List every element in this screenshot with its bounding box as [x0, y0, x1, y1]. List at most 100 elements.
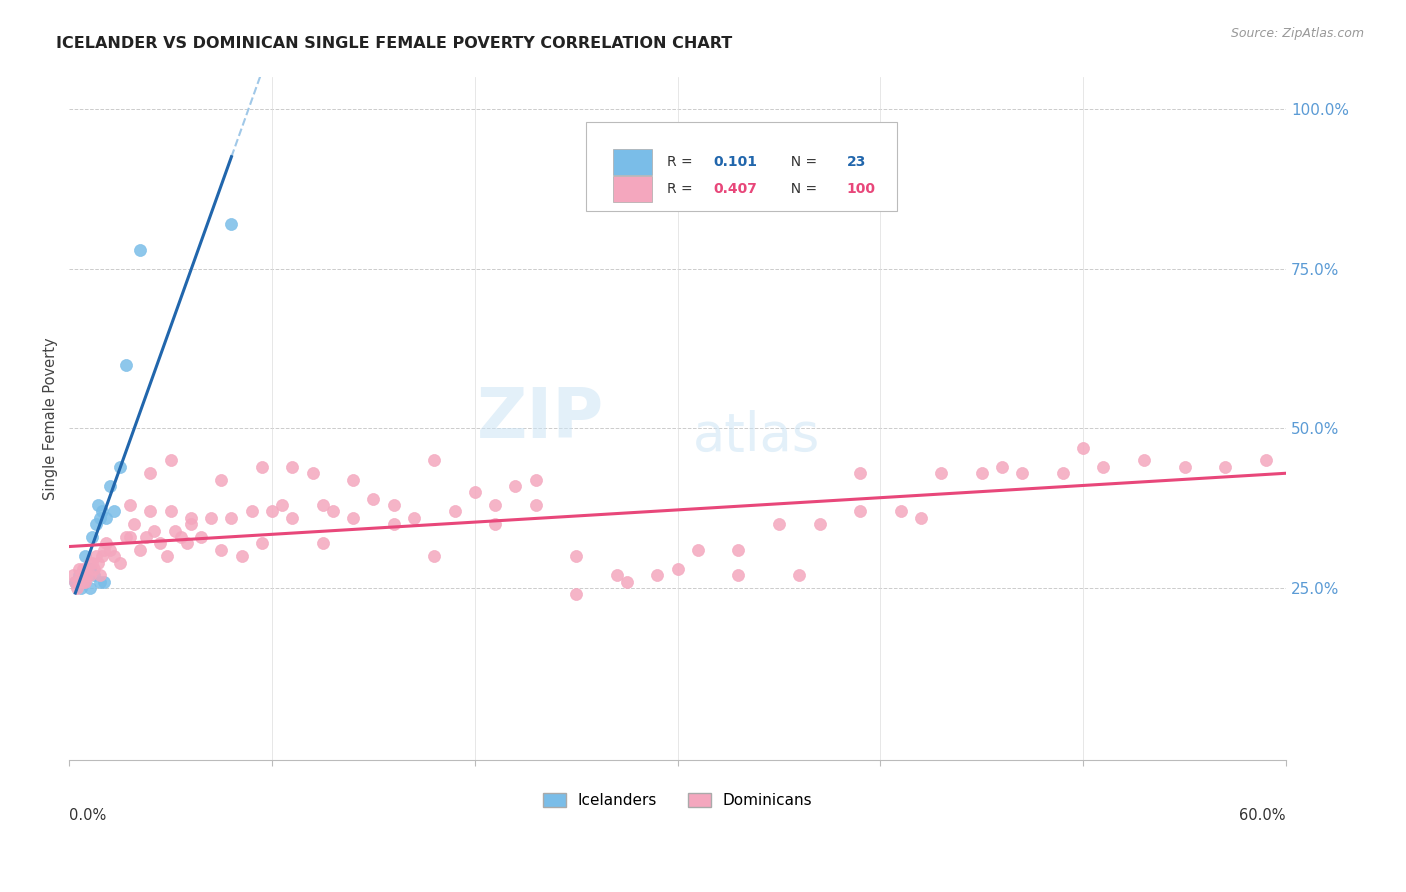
Point — [464, 485, 486, 500]
Point — [910, 511, 932, 525]
Point — [76, 568, 98, 582]
Point — [484, 517, 506, 532]
Point — [281, 459, 304, 474]
Point — [250, 536, 273, 550]
Point — [484, 498, 506, 512]
Text: Source: ZipAtlas.com: Source: ZipAtlas.com — [1230, 27, 1364, 40]
Point — [143, 524, 166, 538]
Point — [1071, 441, 1094, 455]
Point — [209, 542, 232, 557]
Point — [505, 479, 527, 493]
Point — [89, 568, 111, 582]
Point — [890, 504, 912, 518]
Text: 60.0%: 60.0% — [1240, 808, 1286, 823]
Point — [1174, 459, 1197, 474]
Point — [149, 536, 172, 550]
Point — [79, 556, 101, 570]
Point — [62, 568, 84, 582]
Point — [93, 542, 115, 557]
Point — [65, 574, 87, 589]
Text: ZIP: ZIP — [478, 385, 605, 452]
Point — [727, 568, 749, 582]
Point — [849, 466, 872, 480]
Point — [70, 568, 93, 582]
Point — [221, 217, 243, 231]
Point — [66, 581, 89, 595]
Point — [1052, 466, 1074, 480]
Point — [200, 511, 222, 525]
Point — [72, 574, 94, 589]
Point — [240, 504, 263, 518]
Point — [301, 466, 323, 480]
Point — [94, 511, 117, 525]
Point — [79, 562, 101, 576]
Point — [135, 530, 157, 544]
Point — [83, 562, 105, 576]
Point — [93, 574, 115, 589]
Point — [221, 511, 243, 525]
Point — [727, 542, 749, 557]
Point — [72, 574, 94, 589]
Legend: Icelanders, Dominicans: Icelanders, Dominicans — [537, 787, 818, 814]
Point — [103, 504, 125, 518]
Point — [79, 581, 101, 595]
Point — [115, 358, 138, 372]
FancyBboxPatch shape — [613, 176, 652, 202]
Point — [524, 498, 547, 512]
Point — [75, 574, 97, 589]
Point — [808, 517, 831, 532]
Point — [1213, 459, 1236, 474]
Point — [84, 517, 107, 532]
Text: 0.407: 0.407 — [713, 182, 756, 195]
Point — [70, 581, 93, 595]
Point — [80, 556, 103, 570]
Point — [159, 453, 181, 467]
Point — [75, 549, 97, 563]
Point — [90, 504, 112, 518]
Text: atlas: atlas — [693, 410, 820, 462]
Point — [89, 574, 111, 589]
Text: 100: 100 — [846, 182, 876, 195]
Point — [129, 542, 152, 557]
Point — [209, 473, 232, 487]
Point — [94, 536, 117, 550]
Point — [1254, 453, 1277, 467]
Point — [79, 568, 101, 582]
FancyBboxPatch shape — [613, 149, 652, 175]
Point — [122, 517, 145, 532]
Point — [67, 574, 90, 589]
Point — [363, 491, 385, 506]
Point — [423, 549, 446, 563]
Point — [108, 459, 131, 474]
Text: 0.101: 0.101 — [713, 154, 756, 169]
Point — [115, 530, 138, 544]
Point — [524, 473, 547, 487]
Point — [929, 466, 952, 480]
Point — [139, 466, 162, 480]
Point — [991, 459, 1014, 474]
Point — [65, 574, 87, 589]
Point — [170, 530, 193, 544]
Point — [139, 504, 162, 518]
Point — [67, 568, 90, 582]
Point — [86, 498, 108, 512]
Point — [129, 243, 152, 257]
Point — [80, 530, 103, 544]
FancyBboxPatch shape — [586, 122, 897, 211]
Point — [163, 524, 186, 538]
Point — [606, 568, 628, 582]
Point — [616, 574, 638, 589]
Point — [86, 556, 108, 570]
Point — [342, 511, 364, 525]
Point — [67, 562, 90, 576]
Point — [686, 542, 709, 557]
Point — [382, 498, 405, 512]
Point — [120, 498, 142, 512]
Point — [90, 549, 112, 563]
Point — [1092, 459, 1115, 474]
Point — [970, 466, 993, 480]
Point — [155, 549, 177, 563]
Point — [342, 473, 364, 487]
Point — [120, 530, 142, 544]
Point — [312, 536, 335, 550]
